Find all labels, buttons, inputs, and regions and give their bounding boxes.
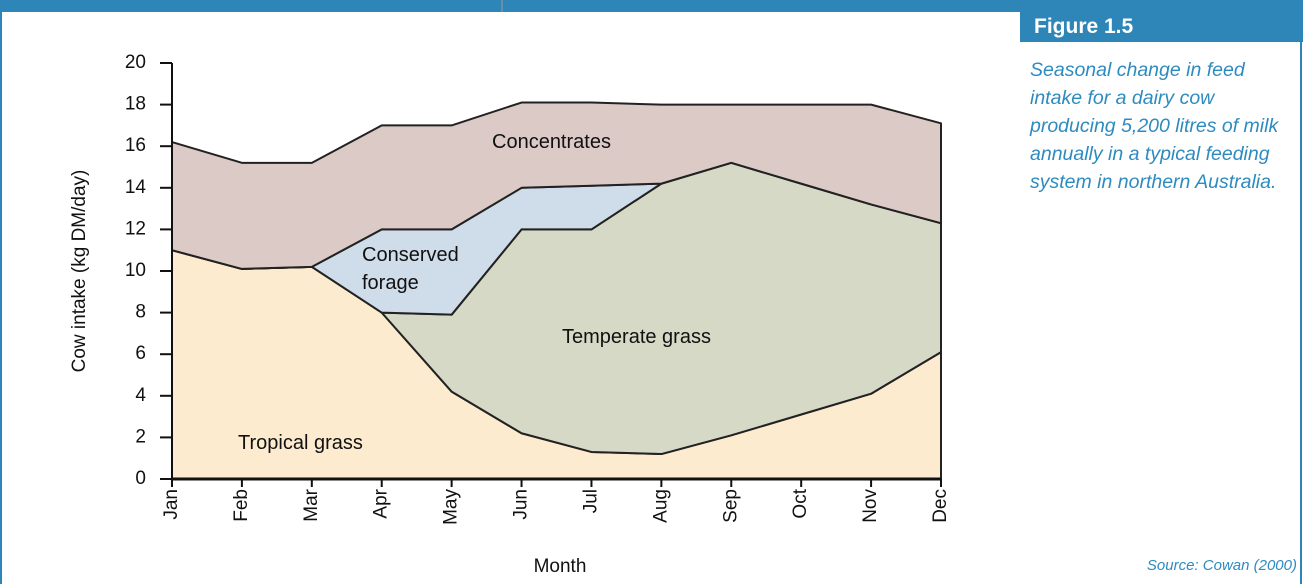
x-axis-label: Month [534,556,587,577]
x-tick-label: Mar [301,488,322,521]
y-tick-label: 8 [135,302,146,323]
x-tick-label: May [441,489,462,525]
y-tick-label: 14 [125,177,147,198]
area-label: Temperate grass [562,326,711,348]
x-tick-label: Jan [161,489,182,520]
x-tick-label: Nov [860,489,881,523]
x-tick-label: Feb [231,489,252,522]
y-tick-label: 10 [125,260,146,281]
area-label: Tropical grass [238,432,363,454]
y-tick-label: 6 [135,343,146,364]
x-tick-label: Oct [790,488,811,518]
y-tick-label: 0 [135,468,146,489]
y-tick-label: 12 [125,218,146,239]
area-label: Concentrates [492,131,611,153]
figure-label: Figure 1.5 [1020,12,1303,42]
source: Source: Cowan (2000) [1146,557,1297,574]
x-tick-label: Aug [650,489,671,523]
caption: Seasonal change in feed intake for a dai… [1030,59,1279,193]
x-tick-label: Jun [511,489,532,520]
x-tick-label: Jul [580,489,601,513]
x-tick-label: Sep [720,489,741,523]
x-tick-label: Apr [371,488,392,518]
area-label: Conserved forage [362,244,459,294]
left-border [0,0,2,584]
y-tick-label: 20 [125,52,146,73]
y-tick-label: 18 [125,94,146,115]
y-tick-label: 4 [135,385,146,406]
area [171,101,942,270]
x-tick-label: Dec [930,489,951,523]
y-tick-label: 16 [125,135,146,156]
top-band [0,0,1303,12]
plot: 0 2 4 6 8 10 12 14 16 18 20 Jan Feb Mar Apr May Jun Jul Au… [125,52,951,525]
y-axis-label: Cow intake (kg DM/day) [69,170,90,373]
y-tick-label: 2 [135,426,146,447]
